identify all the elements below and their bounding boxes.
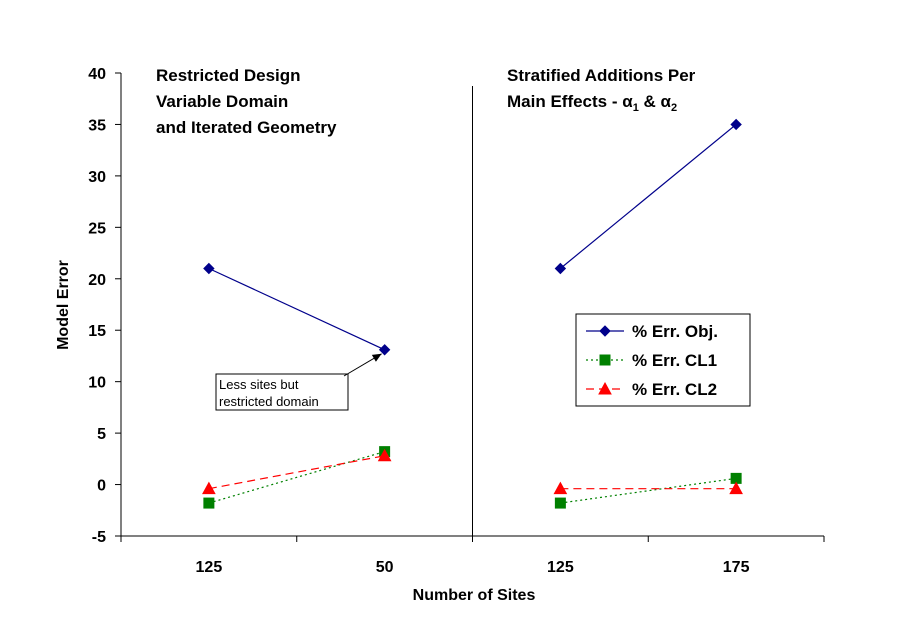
y-tick-label: 40 — [88, 66, 106, 83]
data-point — [202, 481, 216, 495]
series-1 — [203, 118, 742, 356]
data-point — [729, 481, 743, 495]
section-title-left: and Iterated Geometry — [156, 118, 337, 137]
series — [202, 118, 743, 509]
series-line — [559, 123, 737, 269]
x-tick-label: 125 — [196, 559, 223, 576]
title-part: & α — [639, 92, 672, 111]
y-tick-label: 20 — [88, 272, 106, 289]
x-tick-label: 50 — [376, 559, 394, 576]
x-axis-title: Number of Sites — [413, 587, 536, 604]
subscript: 1 — [633, 102, 639, 114]
section-titles: Restricted Design Variable Domain and Iter… — [156, 66, 696, 137]
annotation: Less sites but restricted domain — [215, 353, 382, 411]
data-point — [554, 497, 566, 509]
y-tick-label: 15 — [88, 323, 106, 340]
annotation-box — [215, 373, 349, 411]
section-title-right: Stratified Additions Per — [507, 66, 696, 85]
legend-marker — [599, 325, 611, 337]
data-point — [377, 448, 392, 462]
y-tick-label: -5 — [92, 529, 106, 546]
y-tick-label: 25 — [88, 220, 106, 237]
annotation-text: restricted domain — [219, 394, 319, 409]
series-line — [560, 477, 737, 504]
subscript: 2 — [671, 102, 677, 114]
data-point — [203, 497, 215, 509]
legend-label: % Err. CL2 — [632, 380, 717, 399]
series-3 — [202, 448, 743, 495]
legend-marker — [598, 381, 612, 395]
title-part: Main Effects - α — [507, 92, 633, 111]
series-line — [208, 455, 385, 490]
legend-label: % Err. CL1 — [632, 351, 717, 370]
y-tick-label: 0 — [97, 478, 106, 495]
axes: -5 0 5 10 15 20 25 30 35 40 125 50 125 175 — [88, 66, 825, 576]
y-axis-title: Model Error — [55, 260, 72, 350]
data-point — [203, 262, 215, 275]
x-tick-label: 175 — [723, 559, 750, 576]
series-line — [208, 451, 385, 504]
x-tick-label: 125 — [547, 559, 574, 576]
section-title-right: Main Effects - α1 & α2 — [507, 92, 677, 114]
data-point — [378, 344, 391, 356]
legend-marker — [599, 354, 611, 366]
annotation-text: Less sites but — [219, 377, 299, 392]
series-line — [208, 267, 385, 351]
data-point — [730, 118, 742, 131]
y-tick-label: 30 — [88, 169, 106, 186]
section-title-left: Restricted Design — [156, 66, 301, 85]
legend-label: % Err. Obj. — [632, 322, 718, 341]
y-tick-label: 10 — [88, 375, 106, 392]
data-point — [553, 481, 568, 495]
data-point — [554, 262, 567, 275]
legend: % Err. Obj. % Err. CL1 % Err. CL2 — [575, 313, 751, 407]
annotation-arrowhead — [371, 353, 382, 362]
section-title-left: Variable Domain — [156, 92, 288, 111]
y-tick-label: 35 — [88, 117, 106, 134]
y-tick-label: 5 — [97, 426, 106, 443]
